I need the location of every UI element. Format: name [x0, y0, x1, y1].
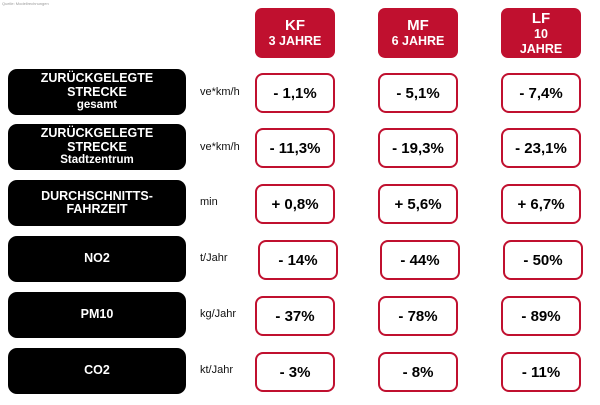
- value-cell: - 3%: [255, 352, 335, 392]
- row-label-line: CO2: [84, 363, 110, 378]
- column-header-subtitle: 3 JAHRE: [268, 34, 322, 49]
- row-label-no2: NO2: [8, 236, 186, 282]
- row-unit: ve*km/h: [200, 86, 240, 98]
- value-cell: - 19,3%: [378, 128, 458, 168]
- row-unit: ve*km/h: [200, 141, 240, 153]
- row-label-strecke-stadtzentrum: ZURÜCKGELEGTE STRECKE Stadtzentrum: [8, 124, 186, 170]
- value-cell: - 89%: [501, 296, 581, 336]
- value-cell: + 0,8%: [255, 184, 335, 224]
- value-cell: - 14%: [258, 240, 338, 280]
- row-label-line: DURCHSCHNITTS-: [41, 188, 153, 203]
- row-label-durchschnittsfahrzeit: DURCHSCHNITTS- FAHRZEIT: [8, 180, 186, 226]
- value-cell: - 5,1%: [378, 73, 458, 113]
- row-label-line: ZURÜCKGELEGTE: [40, 126, 154, 141]
- value-cell: + 6,7%: [501, 184, 581, 224]
- value-cell: - 23,1%: [501, 128, 581, 168]
- row-label-sub: gesamt: [76, 99, 118, 112]
- column-header-title: KF: [285, 17, 305, 35]
- value-cell: - 1,1%: [255, 73, 335, 113]
- row-unit: min: [200, 196, 218, 208]
- row-label-line: STRECKE: [67, 139, 127, 154]
- value-cell: - 11,3%: [255, 128, 335, 168]
- row-label-line: ZURÜCKGELEGTE: [40, 71, 154, 86]
- row-label-line: PM10: [80, 307, 114, 322]
- row-unit: kt/Jahr: [200, 364, 234, 376]
- value-cell: - 44%: [380, 240, 460, 280]
- column-header-subtitle: 6 JAHRE: [391, 34, 445, 49]
- value-cell: - 11%: [501, 352, 581, 392]
- row-label-line: FAHRZEIT: [66, 202, 128, 216]
- row-unit: kg/Jahr: [200, 308, 237, 320]
- value-cell: - 78%: [378, 296, 458, 336]
- column-header-subtitle-2: JAHRE: [519, 41, 563, 56]
- row-unit: t/Jahr: [200, 252, 228, 264]
- column-header-subtitle: 10: [534, 27, 548, 42]
- row-label-sub: Stadtzentrum: [60, 154, 134, 167]
- value-cell: - 7,4%: [501, 73, 581, 113]
- column-header-lf: LF 10 JAHRE: [501, 8, 581, 58]
- value-cell: - 37%: [255, 296, 335, 336]
- column-header-kf: KF 3 JAHRE: [255, 8, 335, 58]
- row-label-co2: CO2: [8, 348, 186, 394]
- row-label-line: NO2: [84, 251, 110, 266]
- row-label-line: STRECKE: [67, 84, 127, 99]
- source-caption: Quelle: Modellrechnungen: [2, 1, 49, 6]
- column-header-mf: MF 6 JAHRE: [378, 8, 458, 58]
- value-cell: - 8%: [378, 352, 458, 392]
- column-header-title: MF: [407, 17, 429, 35]
- row-label-pm10: PM10: [8, 292, 186, 338]
- column-header-title: LF: [531, 10, 551, 27]
- value-cell: + 5,6%: [378, 184, 458, 224]
- row-label-strecke-gesamt: ZURÜCKGELEGTE STRECKE gesamt: [8, 69, 186, 115]
- value-cell: - 50%: [503, 240, 583, 280]
